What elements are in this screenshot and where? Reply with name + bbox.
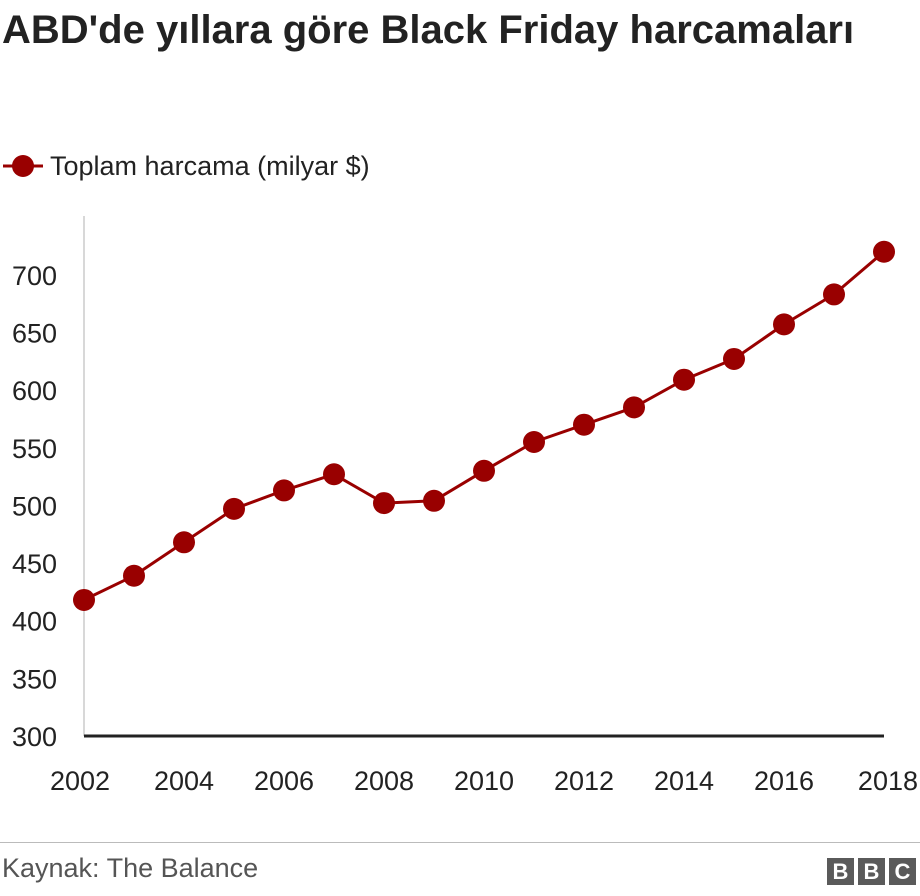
y-tick-label: 350 — [12, 664, 57, 694]
data-point — [573, 413, 595, 436]
bbc-logo: B B C — [827, 858, 916, 885]
legend-swatch-icon — [3, 155, 43, 177]
x-tick-label: 2018 — [858, 766, 918, 796]
source-note: Kaynak: The Balance — [2, 853, 259, 883]
chart-title: ABD'de yıllara göre Black Friday harcama… — [2, 8, 855, 52]
x-tick-label: 2010 — [454, 766, 514, 796]
series-line — [83, 250, 885, 602]
x-tick-label: 2002 — [50, 766, 110, 796]
bbc-logo-block: B — [827, 858, 854, 885]
data-point — [823, 283, 845, 306]
bbc-logo-block: C — [889, 858, 916, 885]
legend-label: Toplam harcama (milyar $) — [50, 150, 370, 181]
data-point — [123, 564, 145, 587]
data-point — [473, 459, 495, 482]
legend: Toplam harcama (milyar $) — [2, 146, 370, 186]
x-tick-label: 2016 — [754, 766, 814, 796]
x-tick-label: 2006 — [254, 766, 314, 796]
line-chart: 300 350 400 450 500 550 600 650 700 2002 2004 2006 2… — [12, 216, 918, 796]
data-point — [523, 430, 545, 453]
y-tick-label: 450 — [12, 549, 57, 579]
y-tick-label: 550 — [12, 434, 57, 464]
data-point — [723, 347, 745, 370]
data-point — [873, 240, 895, 263]
y-tick-label: 600 — [12, 376, 57, 406]
data-point — [323, 463, 345, 486]
x-tick-label: 2004 — [154, 766, 214, 796]
y-tick-label: 650 — [12, 318, 57, 348]
data-point — [73, 588, 95, 611]
data-point — [223, 497, 245, 520]
data-point — [773, 313, 795, 336]
data-point — [623, 396, 645, 419]
data-point — [373, 492, 395, 515]
data-point — [423, 489, 445, 512]
data-point — [273, 479, 295, 502]
x-tick-label: 2008 — [354, 766, 414, 796]
y-tick-label: 700 — [12, 261, 57, 291]
bbc-logo-block: B — [858, 858, 885, 885]
y-tick-label: 500 — [12, 491, 57, 521]
y-tick-label: 300 — [12, 722, 57, 752]
y-tick-label: 400 — [12, 607, 57, 637]
x-tick-label: 2012 — [554, 766, 614, 796]
data-point — [673, 368, 695, 391]
data-point — [173, 531, 195, 554]
footer-divider — [0, 842, 920, 843]
x-tick-label: 2014 — [654, 766, 714, 796]
